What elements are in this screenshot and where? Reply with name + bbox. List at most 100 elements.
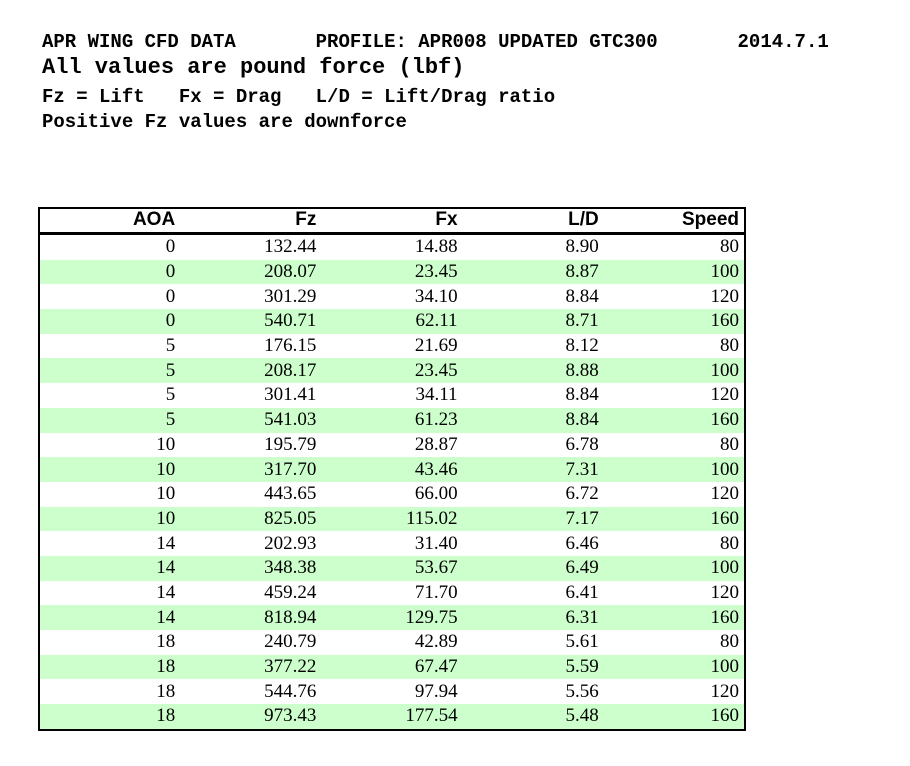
cell-ld: 5.56 xyxy=(462,679,604,705)
legend-fx: Fx = Drag xyxy=(178,86,282,108)
cell-fx: 28.87 xyxy=(321,432,463,458)
cell-fz: 240.79 xyxy=(180,630,322,655)
cell-ld: 7.31 xyxy=(462,457,604,482)
cell-fz: 348.38 xyxy=(180,555,322,581)
cell-fz: 176.15 xyxy=(180,333,322,359)
cell-speed: 120 xyxy=(603,383,745,408)
cell-fz: 208.07 xyxy=(180,259,322,285)
cell-aoa: 5 xyxy=(39,333,181,359)
cell-fz: 132.44 xyxy=(180,233,322,260)
table-row: 14 818.94 129.75 6.31 160 xyxy=(39,605,745,630)
table-row: 18 240.79 42.89 5.61 80 xyxy=(39,630,745,655)
cell-ld: 8.71 xyxy=(462,309,604,334)
cell-ld: 6.41 xyxy=(462,580,604,606)
cell-ld: 8.84 xyxy=(462,407,604,433)
cell-speed: 100 xyxy=(603,358,745,384)
table-header-row: AOA Fz Fx L/D Speed xyxy=(39,208,745,235)
cell-speed: 160 xyxy=(603,704,745,730)
cell-ld: 8.12 xyxy=(462,333,604,359)
downforce-note: Positive Fz values are downforce xyxy=(42,111,407,133)
cell-fz: 540.71 xyxy=(180,309,322,334)
cell-aoa: 5 xyxy=(39,358,181,384)
cell-aoa: 10 xyxy=(39,506,181,532)
cell-fz: 825.05 xyxy=(180,506,322,532)
table-row: 18 544.76 97.94 5.56 120 xyxy=(39,679,745,705)
legend-fz: Fz = Lift xyxy=(42,86,145,108)
cell-fx: 34.10 xyxy=(321,284,463,310)
cell-aoa: 0 xyxy=(39,284,181,310)
column-header-fz: Fz xyxy=(180,208,322,235)
cell-speed: 120 xyxy=(603,679,745,705)
column-header-speed: Speed xyxy=(603,208,745,235)
cell-ld: 8.84 xyxy=(462,383,604,408)
cell-fx: 67.47 xyxy=(321,654,463,680)
legend-ld: L/D = Lift/Drag ratio xyxy=(315,86,556,108)
cell-aoa: 14 xyxy=(39,555,181,581)
table-row: 5 541.03 61.23 8.84 160 xyxy=(39,407,745,433)
cell-fz: 818.94 xyxy=(180,605,322,630)
cell-fz: 301.29 xyxy=(180,284,322,310)
cell-aoa: 14 xyxy=(39,605,181,630)
table-row: 0 132.44 14.88 8.90 80 xyxy=(39,233,745,260)
cell-fx: 14.88 xyxy=(321,233,463,260)
cell-speed: 80 xyxy=(603,531,745,556)
cell-fx: 61.23 xyxy=(321,407,463,433)
cell-speed: 100 xyxy=(603,457,745,482)
cell-fx: 53.67 xyxy=(321,555,463,581)
cell-ld: 6.46 xyxy=(462,531,604,556)
cell-aoa: 18 xyxy=(39,630,181,655)
table-row: 10 195.79 28.87 6.78 80 xyxy=(39,432,745,458)
cell-fz: 202.93 xyxy=(180,531,322,556)
cell-speed: 160 xyxy=(603,407,745,433)
cell-speed: 80 xyxy=(603,432,745,458)
table-row: 5 176.15 21.69 8.12 80 xyxy=(39,333,745,359)
document-date: 2014.7.1 xyxy=(737,31,829,53)
cell-aoa: 5 xyxy=(39,383,181,408)
cell-speed: 100 xyxy=(603,654,745,680)
cell-fz: 195.79 xyxy=(180,432,322,458)
cell-fz: 459.24 xyxy=(180,580,322,606)
cell-ld: 6.78 xyxy=(462,432,604,458)
cell-fz: 541.03 xyxy=(180,407,322,433)
cell-fx: 66.00 xyxy=(321,481,463,507)
cell-fz: 208.17 xyxy=(180,358,322,384)
cell-speed: 120 xyxy=(603,284,745,310)
document-title-line: APR WING CFD DATA PROFILE: APR008 UPDATE… xyxy=(42,31,829,53)
table-row: 14 459.24 71.70 6.41 120 xyxy=(39,580,745,606)
cell-speed: 100 xyxy=(603,555,745,581)
cell-speed: 100 xyxy=(603,259,745,285)
cell-aoa: 18 xyxy=(39,704,181,730)
cell-ld: 6.49 xyxy=(462,555,604,581)
table-row: 10 443.65 66.00 6.72 120 xyxy=(39,481,745,507)
table-row: 14 348.38 53.67 6.49 100 xyxy=(39,555,745,581)
table-row: 18 377.22 67.47 5.59 100 xyxy=(39,654,745,680)
cell-aoa: 14 xyxy=(39,580,181,606)
cell-fx: 43.46 xyxy=(321,457,463,482)
table-row: 10 317.70 43.46 7.31 100 xyxy=(39,457,745,482)
cell-fz: 544.76 xyxy=(180,679,322,705)
table-row: 0 540.71 62.11 8.71 160 xyxy=(39,309,745,334)
cell-fx: 129.75 xyxy=(321,605,463,630)
cell-fx: 23.45 xyxy=(321,358,463,384)
cell-ld: 5.59 xyxy=(462,654,604,680)
cell-aoa: 10 xyxy=(39,432,181,458)
cell-speed: 160 xyxy=(603,605,745,630)
cell-speed: 80 xyxy=(603,233,745,260)
cell-aoa: 5 xyxy=(39,407,181,433)
profile-label: PROFILE: APR008 UPDATED GTC300 xyxy=(315,31,658,53)
table-row: 5 208.17 23.45 8.88 100 xyxy=(39,358,745,384)
cell-aoa: 10 xyxy=(39,481,181,507)
cell-ld: 6.31 xyxy=(462,605,604,630)
legend-line: Fz = Lift Fx = Drag L/D = Lift/Drag rati… xyxy=(42,86,555,108)
table-row: 18 973.43 177.54 5.48 160 xyxy=(39,704,745,730)
cell-ld: 5.48 xyxy=(462,704,604,730)
table-row: 5 301.41 34.11 8.84 120 xyxy=(39,383,745,408)
cell-ld: 5.61 xyxy=(462,630,604,655)
table-row: 14 202.93 31.40 6.46 80 xyxy=(39,531,745,556)
cell-aoa: 18 xyxy=(39,679,181,705)
column-header-fx: Fx xyxy=(321,208,463,235)
cfd-data-table: AOA Fz Fx L/D Speed 0 132.44 14.88 8.90 … xyxy=(38,207,746,731)
cell-aoa: 10 xyxy=(39,457,181,482)
cell-speed: 120 xyxy=(603,580,745,606)
